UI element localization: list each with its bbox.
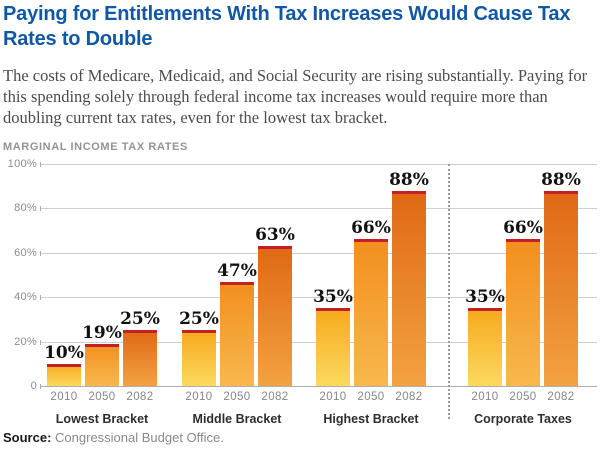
x-axis-year-label: 2050 <box>509 391 537 403</box>
bar-cap <box>258 246 292 249</box>
x-axis-year-label: 2050 <box>88 391 116 403</box>
bar-value-label: 19% <box>82 323 122 343</box>
bar-highest-bracket-2050 <box>354 239 388 386</box>
bar-cap <box>182 330 216 333</box>
bar-cap <box>85 344 119 347</box>
source-note: Source: Congressional Budget Office. <box>3 430 594 445</box>
bar-middle-bracket-2010 <box>182 330 216 386</box>
gridline <box>41 208 597 210</box>
gridline <box>41 297 597 299</box>
bar-corporate-taxes-2050 <box>506 239 540 386</box>
bar-cap <box>123 330 157 333</box>
y-axis-tick <box>40 162 41 167</box>
bar-value-label: 10% <box>44 343 84 363</box>
bar-middle-bracket-2082 <box>258 246 292 386</box>
x-axis-year-label: 2010 <box>471 391 499 403</box>
bar-value-label: 35% <box>313 287 353 307</box>
category-label-corporate-taxes: Corporate Taxes <box>474 412 572 426</box>
x-axis-year-label: 2082 <box>126 391 154 403</box>
bar-value-label: 88% <box>541 170 581 190</box>
bar-lowest-bracket-2050 <box>85 344 119 386</box>
bar-value-label: 25% <box>120 309 160 329</box>
bar-cap <box>544 191 578 194</box>
y-axis-tick-label: 40% <box>14 291 37 304</box>
chart-axis-title: MARGINAL INCOME TAX RATES <box>3 141 188 153</box>
y-axis-tick-label: 0 <box>30 380 37 392</box>
gridline <box>41 252 597 254</box>
y-axis-tick-label: 80% <box>14 202 37 215</box>
bar-cap <box>47 364 81 367</box>
source-text: Congressional Budget Office. <box>55 430 224 445</box>
x-axis-year-label: 2010 <box>185 391 213 403</box>
bar-value-label: 88% <box>389 170 429 190</box>
y-axis-tick <box>40 250 41 256</box>
chart-subtitle: The costs of Medicare, Medicaid, and Soc… <box>3 66 588 127</box>
x-axis-year-label: 2010 <box>319 391 347 403</box>
bar-value-label: 66% <box>351 218 391 238</box>
y-axis-tick <box>40 206 41 212</box>
x-axis-year-label: 2010 <box>50 391 78 403</box>
y-axis-tick-label: 20% <box>14 335 37 348</box>
bar-highest-bracket-2010 <box>316 308 350 386</box>
y-axis-tick <box>40 295 41 301</box>
bar-chart: 100% 80% 60% 40% 20% 0 10% 2010 19% 2050 25% 2082 Lo… <box>3 157 600 426</box>
y-axis-tick <box>40 339 41 345</box>
y-axis-tick <box>40 384 41 389</box>
bar-cap <box>392 191 426 194</box>
bar-lowest-bracket-2082 <box>123 330 157 386</box>
bar-value-label: 35% <box>465 287 505 307</box>
bar-highest-bracket-2082 <box>392 191 426 386</box>
bar-value-label: 63% <box>255 225 295 245</box>
category-divider-line <box>448 164 450 419</box>
bar-lowest-bracket-2010 <box>47 364 81 386</box>
bar-value-label: 66% <box>503 218 543 238</box>
bar-cap <box>468 308 502 311</box>
bar-cap <box>506 239 540 242</box>
bar-corporate-taxes-2082 <box>544 191 578 386</box>
bar-corporate-taxes-2010 <box>468 308 502 386</box>
bar-cap <box>220 282 254 285</box>
category-label-highest-bracket: Highest Bracket <box>323 412 419 426</box>
bar-cap <box>354 239 388 242</box>
page-title: Paying for Entitlements With Tax Increas… <box>3 3 571 50</box>
gridline <box>41 164 597 165</box>
x-axis-year-label: 2082 <box>395 391 423 403</box>
x-axis-line <box>41 386 597 387</box>
bar-middle-bracket-2050 <box>220 282 254 386</box>
bar-cap <box>316 308 350 311</box>
y-axis-tick-label: 60% <box>14 246 37 259</box>
x-axis-year-label: 2082 <box>547 391 575 403</box>
category-label-lowest-bracket: Lowest Bracket <box>55 412 149 426</box>
category-label-middle-bracket: Middle Bracket <box>192 412 282 426</box>
source-label: Source: <box>3 430 52 445</box>
x-axis-year-label: 2082 <box>261 391 289 403</box>
bar-value-label: 25% <box>179 309 219 329</box>
y-axis-tick-label: 100% <box>7 158 37 170</box>
x-axis-year-label: 2050 <box>223 391 251 403</box>
x-axis-year-label: 2050 <box>357 391 385 403</box>
bar-value-label: 47% <box>217 261 257 281</box>
